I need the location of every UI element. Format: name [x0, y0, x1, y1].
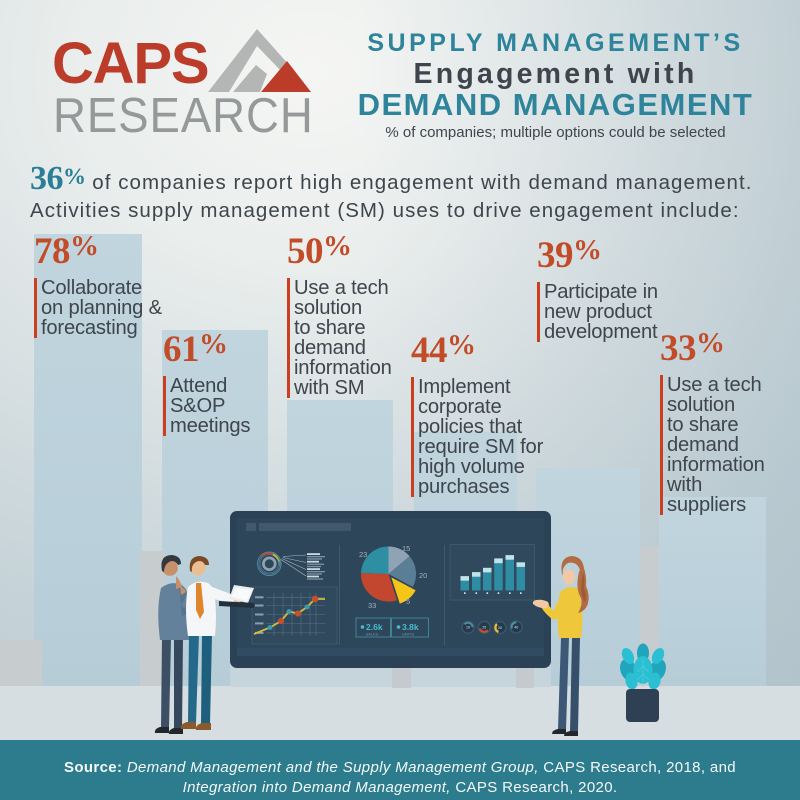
svg-text:2.6k: 2.6k [366, 622, 383, 632]
svg-text:3.8k: 3.8k [402, 622, 419, 632]
svg-text:23: 23 [359, 550, 367, 559]
svg-text:20: 20 [498, 626, 502, 630]
svg-text:20: 20 [419, 571, 427, 580]
svg-text:25: 25 [482, 626, 486, 630]
svg-text:19: 19 [466, 626, 470, 630]
svg-text:15: 15 [402, 544, 410, 553]
svg-text:5: 5 [406, 597, 410, 606]
svg-text:40: 40 [514, 625, 518, 629]
svg-text:UNITS: UNITS [402, 632, 414, 637]
svg-text:33: 33 [368, 601, 376, 610]
svg-text:SALES: SALES [366, 632, 379, 637]
